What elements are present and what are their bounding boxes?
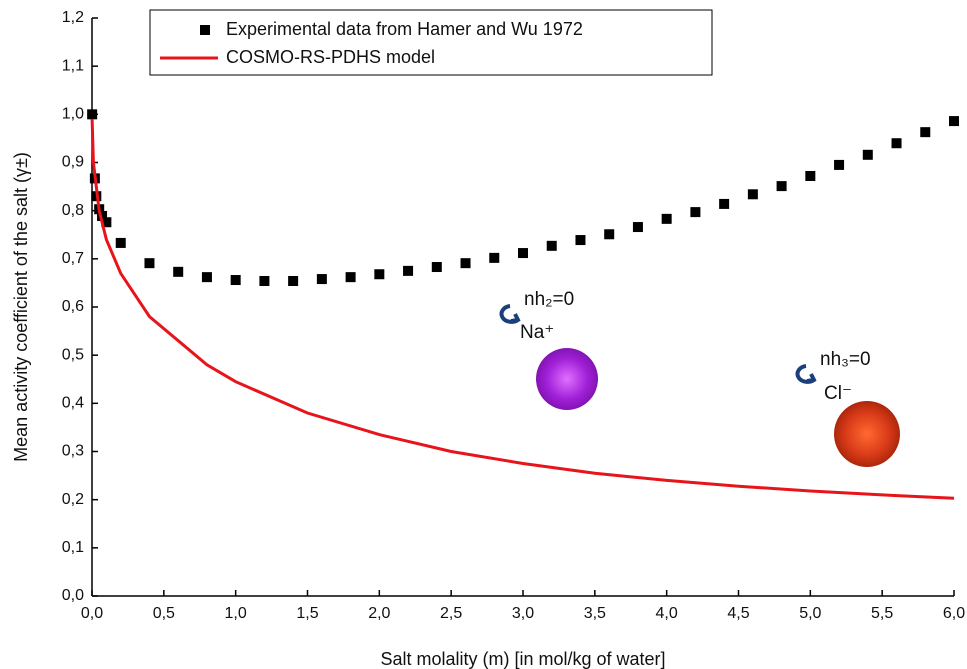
x-tick-label: 5,0 <box>799 605 821 622</box>
data-point <box>575 235 586 246</box>
y-tick-label: 0,8 <box>62 202 84 219</box>
legend-label: Experimental data from Hamer and Wu 1972 <box>226 19 583 39</box>
legend-box <box>149 9 713 76</box>
sodium-ion <box>536 348 598 410</box>
data-point <box>920 127 931 138</box>
data-point <box>115 237 126 248</box>
y-tick-label: 0,6 <box>62 298 84 315</box>
rotation-arrow <box>795 364 817 384</box>
data-point <box>259 275 270 286</box>
data-point <box>805 170 816 181</box>
y-tick-label: 1,0 <box>62 106 84 123</box>
data-point <box>690 207 701 218</box>
data-point <box>403 265 414 276</box>
data-point <box>518 248 528 259</box>
y-tick-label: 0,2 <box>62 491 84 508</box>
data-point <box>661 213 672 224</box>
y-tick-label: 1,1 <box>62 57 84 74</box>
data-point <box>632 222 643 233</box>
data-point <box>546 240 557 251</box>
data-point <box>862 149 873 160</box>
x-tick-label: 2,5 <box>440 605 462 622</box>
x-tick-label: 0,0 <box>81 605 103 622</box>
y-tick-label: 0,5 <box>62 346 84 363</box>
data-point <box>891 138 902 149</box>
y-tick-label: 0,1 <box>62 539 84 556</box>
data-point <box>747 189 758 200</box>
y-axis-label: Mean activity coefficient of the salt (γ… <box>11 152 31 462</box>
x-tick-label: 2,0 <box>368 605 390 622</box>
legend-marker <box>200 25 210 35</box>
data-point <box>345 272 356 283</box>
data-point <box>604 229 615 240</box>
data-point <box>431 262 442 273</box>
x-tick-label: 0,5 <box>153 605 175 622</box>
data-point <box>316 274 327 285</box>
x-tick-label: 4,5 <box>727 605 749 622</box>
y-tick-label: 0,0 <box>62 587 84 604</box>
legend-label: COSMO-RS-PDHS model <box>226 47 435 67</box>
data-point <box>101 217 112 228</box>
annotation: nh₃=0 <box>820 349 871 370</box>
data-point <box>719 198 730 209</box>
x-tick-label: 4,0 <box>656 605 678 622</box>
data-point <box>144 258 155 269</box>
data-point <box>230 275 241 286</box>
x-tick-label: 1,0 <box>225 605 247 622</box>
data-point <box>288 275 299 286</box>
rotation-arrow <box>499 304 521 324</box>
y-tick-label: 0,9 <box>62 154 84 171</box>
data-point <box>173 266 184 277</box>
y-tick-label: 0,4 <box>62 395 84 412</box>
data-point <box>834 159 845 170</box>
data-point <box>201 272 212 283</box>
y-tick-label: 0,7 <box>62 250 84 267</box>
x-tick-label: 3,0 <box>512 605 534 622</box>
model-line <box>90 119 955 500</box>
annotation: Na⁺ <box>520 322 554 343</box>
chloride-ion <box>834 401 900 467</box>
data-point <box>374 269 385 280</box>
x-tick-label: 3,5 <box>584 605 606 622</box>
y-tick-label: 1,2 <box>62 9 84 26</box>
data-point <box>949 116 959 127</box>
data-point <box>776 181 787 192</box>
x-tick-label: 6,0 <box>943 605 965 622</box>
x-tick-label: 5,5 <box>871 605 893 622</box>
data-point <box>87 109 98 120</box>
annotation: Cl⁻ <box>824 383 852 404</box>
data-point <box>460 258 471 269</box>
data-point <box>489 252 500 263</box>
x-axis-label: Salt molality (m) [in mol/kg of water] <box>380 649 665 669</box>
x-tick-label: 1,5 <box>296 605 318 622</box>
annotation: nh₂=0 <box>524 289 574 310</box>
y-tick-label: 0,3 <box>62 443 84 460</box>
